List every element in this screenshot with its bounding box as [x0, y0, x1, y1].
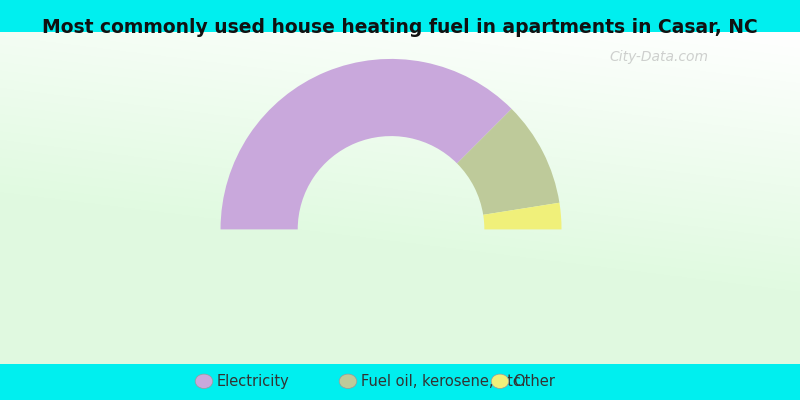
Ellipse shape — [195, 374, 213, 388]
Wedge shape — [221, 59, 511, 230]
Text: Most commonly used house heating fuel in apartments in Casar, NC: Most commonly used house heating fuel in… — [42, 18, 758, 37]
Ellipse shape — [339, 374, 357, 388]
Wedge shape — [483, 203, 562, 230]
Wedge shape — [457, 109, 559, 215]
Text: Other: Other — [513, 374, 554, 389]
Text: Electricity: Electricity — [217, 374, 290, 389]
Text: Fuel oil, kerosene, etc.: Fuel oil, kerosene, etc. — [361, 374, 526, 389]
Text: City-Data.com: City-Data.com — [610, 50, 709, 64]
Ellipse shape — [491, 374, 509, 388]
